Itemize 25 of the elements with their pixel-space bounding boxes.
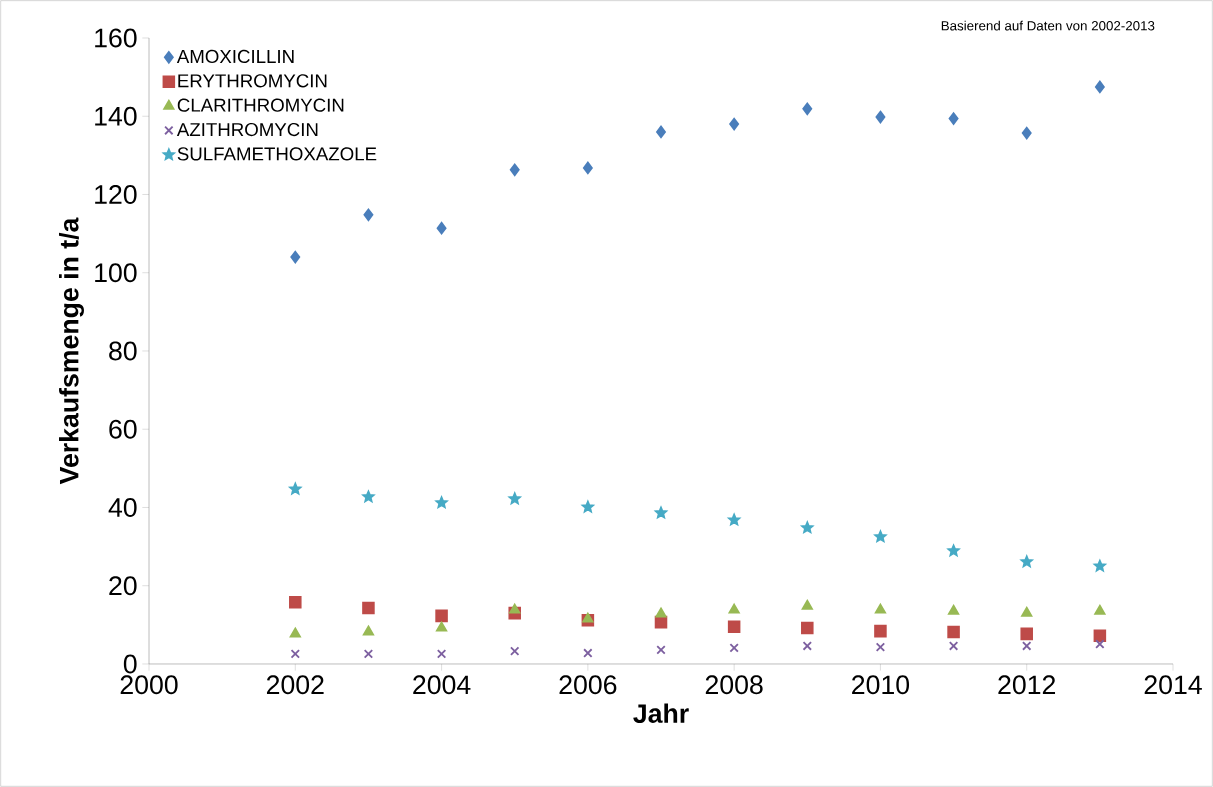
y-tick-label: 0 bbox=[123, 654, 137, 674]
x-tick-label: 2002 bbox=[266, 675, 324, 695]
x-tick-label: 2008 bbox=[705, 675, 763, 695]
x-tick-label: 2012 bbox=[998, 675, 1056, 695]
y-tick-label: 40 bbox=[108, 498, 137, 517]
y-tick-label: 120 bbox=[95, 185, 137, 204]
legend-label: AZITHROMYCIN bbox=[176, 122, 318, 137]
x-axis-title: Jahr bbox=[633, 703, 689, 723]
y-tick-label: 80 bbox=[109, 341, 137, 361]
text: Basierend auf Daten von 2002-2013 bbox=[941, 20, 1155, 31]
x-tick-label: 2006 bbox=[559, 675, 617, 695]
y-tick-label: 140 bbox=[95, 106, 137, 126]
y-tick-label: 160 bbox=[95, 28, 137, 48]
legend-label: CLARITHROMYCIN bbox=[177, 98, 344, 112]
y-axis-title: Verkaufsmenge in t/a bbox=[59, 217, 84, 485]
legend-label: AMOXICILLIN bbox=[176, 49, 294, 64]
x-tick-label: 2010 bbox=[852, 675, 910, 695]
x-tick-label: 2004 bbox=[413, 675, 471, 695]
y-tick-label: 20 bbox=[109, 576, 137, 596]
y-tick-label: 60 bbox=[109, 419, 137, 439]
legend-label: ERYTHROMYCIN bbox=[178, 74, 327, 88]
x-tick-label: 2000 bbox=[120, 675, 178, 695]
x-tick-label: 2014 bbox=[1144, 675, 1202, 695]
legend-label: SULFAMETHOXAZOLE bbox=[177, 147, 377, 161]
y-tick-label: 100 bbox=[95, 263, 137, 283]
